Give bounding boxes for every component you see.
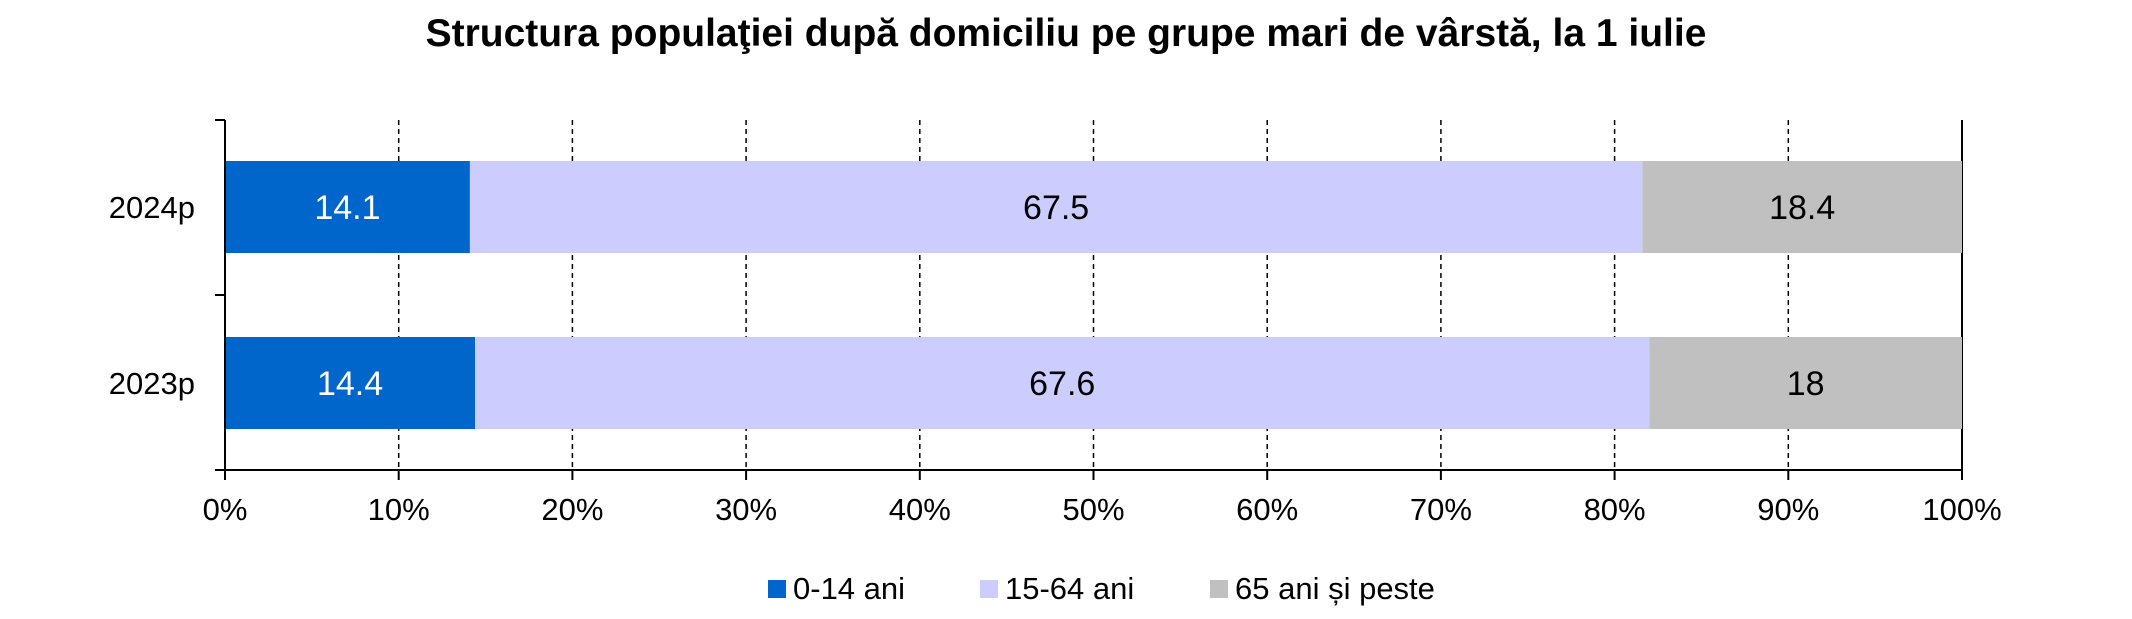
data-label: 14.4	[317, 365, 383, 403]
bars: 14.1 67.5 18.4 14.4 67.6 18	[225, 161, 1962, 429]
bar-segment	[1649, 337, 1962, 429]
bar-segment	[225, 161, 470, 253]
legend: 0-14 ani 15-64 ani 65 ani și peste	[768, 571, 1435, 606]
x-tick-label: 30%	[715, 492, 777, 527]
data-label: 67.5	[1023, 189, 1089, 227]
axes: 2024p 2023p 0% 10% 20% 30% 40% 50% 60% 70% 80% 90% 1…	[109, 119, 2002, 527]
bar-segment	[1642, 161, 1962, 253]
x-tick-label: 60%	[1236, 492, 1298, 527]
bar-segment	[469, 161, 1643, 253]
data-label: 18	[1787, 365, 1825, 403]
x-tick-label: 100%	[1922, 492, 2001, 527]
legend-label: 15-64 ani	[1005, 571, 1134, 606]
category-label: 2023p	[109, 366, 195, 401]
chart-title: Structura populaţiei după domiciliu pe g…	[425, 12, 1707, 55]
data-label: 14.1	[314, 189, 380, 227]
x-tick-label: 80%	[1584, 492, 1646, 527]
data-label: 18.4	[1769, 189, 1835, 227]
x-tick-label: 40%	[889, 492, 951, 527]
x-tick-label: 20%	[541, 492, 603, 527]
bar-segment	[475, 337, 1650, 429]
x-tick-label: 0%	[203, 492, 248, 527]
legend-swatch	[1210, 580, 1228, 598]
x-tick-label: 50%	[1062, 492, 1124, 527]
legend-label: 0-14 ani	[793, 571, 905, 606]
x-tick-label: 10%	[368, 492, 430, 527]
x-tick-label: 70%	[1410, 492, 1472, 527]
legend-label: 65 ani și peste	[1235, 571, 1435, 606]
bar-segment	[225, 337, 476, 429]
data-label: 67.6	[1029, 365, 1095, 403]
x-tick-label: 90%	[1757, 492, 1819, 527]
legend-swatch	[980, 580, 998, 598]
legend-swatch	[768, 580, 786, 598]
category-label: 2024p	[109, 190, 195, 225]
